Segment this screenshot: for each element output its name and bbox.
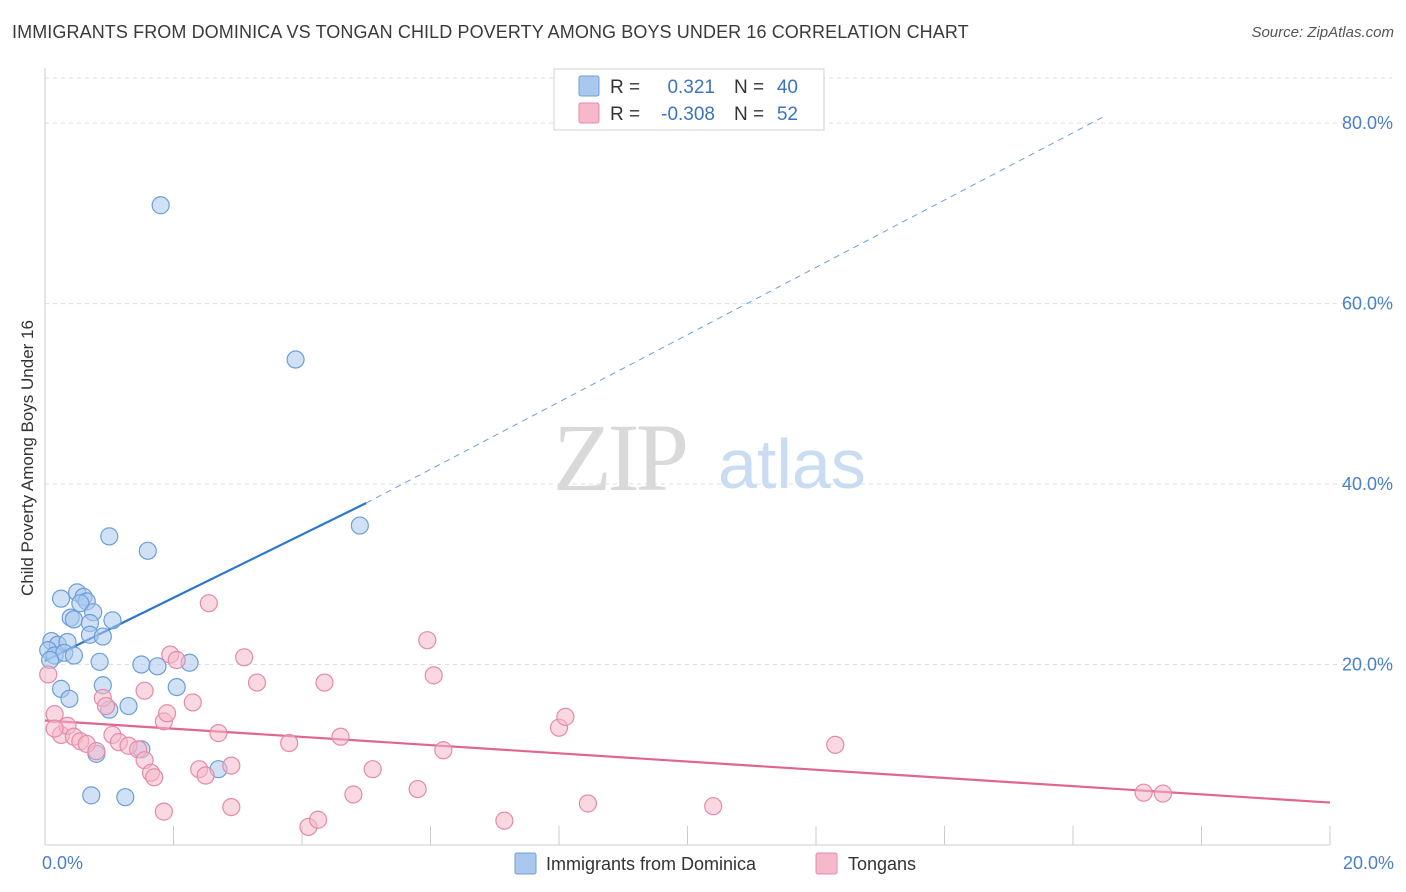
point-dominica bbox=[119, 696, 138, 716]
watermark: ZIP atlas bbox=[553, 404, 866, 511]
point-dominica bbox=[93, 627, 112, 646]
legend: R = 0.321 N = 40 R = -0.308 N = 52 bbox=[553, 68, 825, 131]
point-dominica bbox=[64, 646, 84, 665]
axes bbox=[44, 68, 1331, 846]
trend-line-tongans bbox=[44, 719, 1331, 804]
point-tongans bbox=[826, 735, 845, 754]
legend-r-label-blue: R = bbox=[610, 77, 640, 98]
bottom-legend-label-dominica: Immigrants from Dominica bbox=[546, 854, 757, 874]
point-tongans bbox=[45, 719, 64, 738]
point-tongans bbox=[344, 785, 363, 804]
point-dominica bbox=[100, 527, 119, 546]
y-tick-label: 80.0% bbox=[1342, 113, 1393, 133]
legend-r-label-pink: R = bbox=[610, 104, 640, 125]
point-tongans bbox=[418, 631, 437, 650]
point-tongans bbox=[1153, 784, 1173, 803]
bottom-legend-swatch-dominica bbox=[514, 852, 537, 875]
legend-swatch-blue bbox=[578, 75, 600, 97]
legend-n-label-pink: N = bbox=[734, 104, 764, 125]
point-dominica bbox=[51, 589, 71, 608]
watermark-atlas: atlas bbox=[718, 425, 866, 503]
point-tongans bbox=[222, 756, 241, 775]
point-tongans bbox=[135, 681, 154, 700]
point-dominica bbox=[148, 657, 167, 676]
point-tongans bbox=[154, 802, 173, 821]
legend-r-value-blue: 0.321 bbox=[667, 77, 715, 98]
y-tick-label: 40.0% bbox=[1342, 474, 1393, 494]
trend-lines bbox=[44, 115, 1331, 804]
point-tongans bbox=[556, 707, 575, 726]
point-tongans bbox=[196, 766, 215, 785]
x-tick-label: 20.0% bbox=[1343, 853, 1394, 873]
point-tongans bbox=[495, 811, 514, 830]
point-tongans bbox=[145, 768, 164, 787]
point-dominica bbox=[138, 541, 157, 560]
point-tongans bbox=[363, 760, 382, 779]
point-dominica bbox=[132, 655, 151, 674]
tick-labels: 20.0% 40.0% 60.0% 80.0% 0.0% 20.0% bbox=[42, 113, 1394, 873]
point-dominica bbox=[103, 611, 122, 630]
point-dominica bbox=[116, 788, 135, 807]
point-tongans bbox=[167, 650, 186, 670]
point-tongans bbox=[209, 724, 228, 743]
chart-title: IMMIGRANTS FROM DOMINICA VS TONGAN CHILD… bbox=[12, 22, 969, 42]
y-tick-label: 20.0% bbox=[1342, 655, 1393, 675]
point-tongans bbox=[704, 797, 723, 816]
point-dominica bbox=[286, 350, 305, 369]
point-dominica bbox=[60, 689, 79, 708]
trend-line-dominica-extension bbox=[366, 115, 1106, 504]
point-dominica bbox=[71, 594, 90, 613]
legend-n-label-blue: N = bbox=[734, 77, 764, 98]
point-tongans bbox=[1134, 783, 1153, 802]
x-tick-label: 0.0% bbox=[42, 853, 83, 873]
legend-r-value-pink: -0.308 bbox=[661, 104, 715, 125]
point-dominica bbox=[350, 516, 369, 535]
point-dominica bbox=[167, 677, 186, 697]
point-tongans bbox=[39, 665, 58, 684]
legend-swatch-pink bbox=[578, 102, 600, 124]
point-tongans bbox=[96, 696, 116, 716]
bottom-legend-swatch-tongans bbox=[815, 852, 838, 875]
source-label: Source: ZipAtlas.com bbox=[1251, 24, 1394, 41]
data-points bbox=[39, 196, 1173, 837]
point-tongans bbox=[434, 741, 453, 760]
point-tongans bbox=[331, 727, 350, 746]
watermark-zip: ZIP bbox=[553, 404, 686, 511]
point-tongans bbox=[157, 704, 177, 723]
point-tongans bbox=[408, 779, 427, 799]
point-tongans bbox=[280, 733, 299, 753]
point-tongans bbox=[424, 666, 443, 685]
point-dominica bbox=[90, 652, 109, 671]
point-tongans bbox=[247, 673, 267, 692]
point-tongans bbox=[235, 648, 254, 667]
point-tongans bbox=[183, 693, 202, 712]
point-tongans bbox=[315, 673, 334, 692]
point-dominica bbox=[151, 196, 170, 215]
point-tongans bbox=[199, 594, 218, 613]
y-axis-label: Child Poverty Among Boys Under 16 bbox=[18, 320, 37, 596]
point-dominica bbox=[82, 786, 101, 805]
point-tongans bbox=[578, 794, 598, 813]
bottom-legend-label-tongans: Tongans bbox=[848, 854, 916, 874]
y-tick-label: 60.0% bbox=[1342, 294, 1393, 314]
point-tongans bbox=[222, 798, 241, 817]
legend-n-value-pink: 52 bbox=[777, 104, 798, 125]
point-tongans bbox=[87, 742, 106, 761]
point-tongans bbox=[308, 810, 328, 829]
point-dominica bbox=[64, 610, 84, 629]
bottom-legend: Immigrants from Dominica Tongans bbox=[514, 852, 916, 875]
legend-n-value-blue: 40 bbox=[777, 77, 798, 98]
grid-lines bbox=[45, 77, 1392, 666]
